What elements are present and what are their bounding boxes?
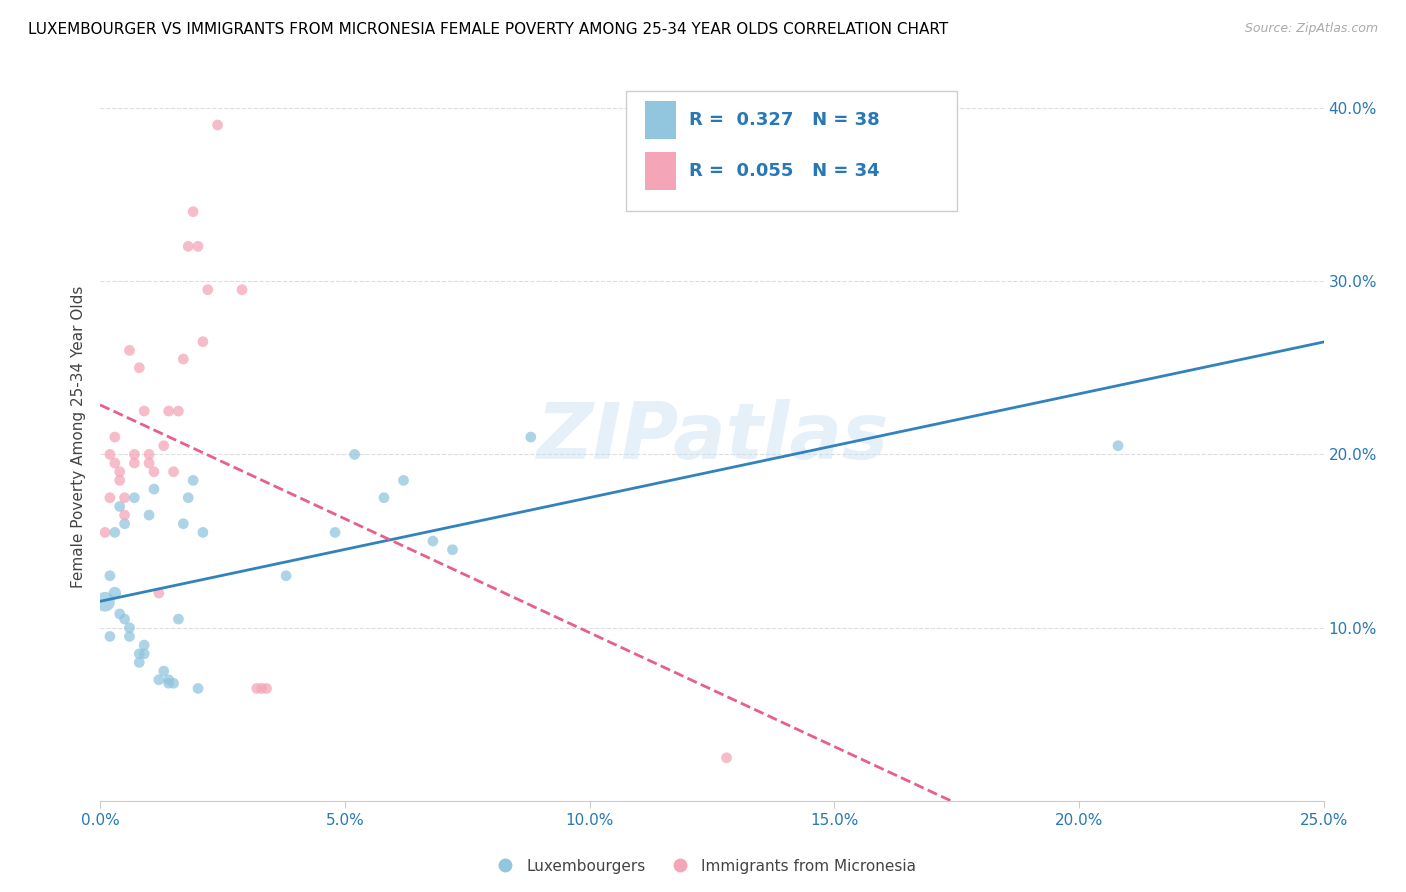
Y-axis label: Female Poverty Among 25-34 Year Olds: Female Poverty Among 25-34 Year Olds: [72, 285, 86, 588]
Point: [148, 586, 170, 600]
Point: [187, 681, 209, 696]
Point: [104, 586, 127, 600]
Point: [187, 239, 209, 253]
Point: [172, 352, 194, 367]
Point: [143, 482, 166, 496]
Text: LUXEMBOURGER VS IMMIGRANTS FROM MICRONESIA FEMALE POVERTY AMONG 25-34 YEAR OLDS : LUXEMBOURGER VS IMMIGRANTS FROM MICRONES…: [28, 22, 949, 37]
Point: [134, 404, 156, 418]
Text: ZIPatlas: ZIPatlas: [536, 399, 889, 475]
Point: [114, 491, 136, 505]
Point: [138, 508, 160, 522]
Point: [392, 474, 415, 488]
Point: [716, 751, 738, 765]
Point: [108, 474, 131, 488]
Point: [1107, 439, 1129, 453]
Point: [114, 516, 136, 531]
FancyBboxPatch shape: [644, 153, 676, 190]
Point: [246, 681, 269, 696]
Point: [157, 404, 180, 418]
Point: [197, 283, 219, 297]
Point: [231, 283, 253, 297]
Point: [441, 542, 464, 557]
Point: [191, 334, 214, 349]
Point: [177, 491, 200, 505]
Point: [191, 525, 214, 540]
Point: [143, 465, 166, 479]
Point: [167, 612, 190, 626]
Point: [343, 447, 366, 461]
Point: [181, 204, 204, 219]
Point: [98, 491, 121, 505]
Legend: Luxembourgers, Immigrants from Micronesia: Luxembourgers, Immigrants from Micronesi…: [484, 853, 922, 880]
Point: [108, 465, 131, 479]
Point: [128, 647, 150, 661]
Point: [108, 500, 131, 514]
Text: R =  0.055   N = 34: R = 0.055 N = 34: [689, 162, 879, 180]
Point: [167, 404, 190, 418]
Point: [250, 681, 273, 696]
FancyBboxPatch shape: [644, 102, 676, 139]
Point: [177, 239, 200, 253]
FancyBboxPatch shape: [626, 91, 956, 211]
Point: [118, 629, 141, 643]
Point: [323, 525, 346, 540]
Point: [124, 456, 146, 470]
Point: [114, 612, 136, 626]
Point: [104, 456, 127, 470]
Point: [162, 465, 184, 479]
Point: [104, 525, 127, 540]
Point: [148, 673, 170, 687]
Point: [98, 568, 121, 582]
Point: [181, 474, 204, 488]
Point: [152, 439, 174, 453]
Point: [118, 621, 141, 635]
Point: [98, 447, 121, 461]
Point: [138, 447, 160, 461]
Point: [124, 447, 146, 461]
Point: [172, 516, 194, 531]
Point: [138, 456, 160, 470]
Point: [94, 525, 117, 540]
Point: [207, 118, 229, 132]
Point: [134, 647, 156, 661]
Point: [256, 681, 278, 696]
Point: [128, 656, 150, 670]
Point: [128, 360, 150, 375]
Text: Source: ZipAtlas.com: Source: ZipAtlas.com: [1244, 22, 1378, 36]
Point: [124, 491, 146, 505]
Point: [114, 508, 136, 522]
Point: [274, 568, 297, 582]
Point: [108, 607, 131, 621]
Point: [162, 676, 184, 690]
Text: R =  0.327   N = 38: R = 0.327 N = 38: [689, 112, 879, 129]
Point: [373, 491, 395, 505]
Point: [104, 430, 127, 444]
Point: [520, 430, 543, 444]
Point: [157, 673, 180, 687]
Point: [152, 664, 174, 678]
Point: [157, 676, 180, 690]
Point: [134, 638, 156, 652]
Point: [118, 343, 141, 358]
Point: [422, 534, 444, 549]
Point: [94, 595, 117, 609]
Point: [98, 629, 121, 643]
